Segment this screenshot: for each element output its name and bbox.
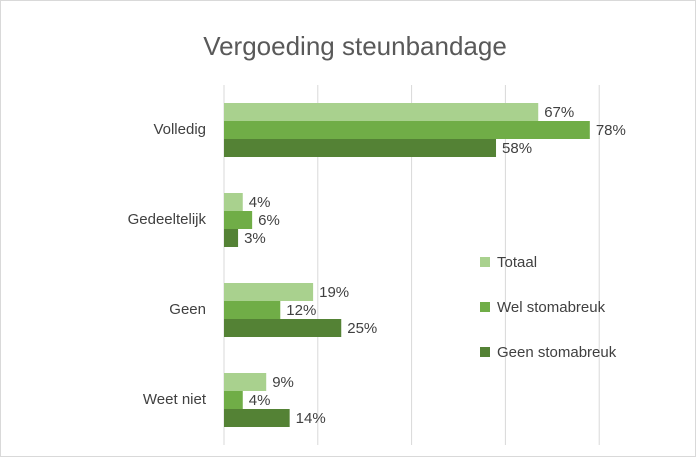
value-label: 6% (258, 212, 280, 229)
bar (224, 121, 590, 139)
value-label: 4% (249, 392, 271, 409)
bar (224, 139, 497, 157)
value-label: 9% (272, 374, 294, 391)
value-label: 67% (544, 104, 574, 121)
value-label: 12% (286, 302, 316, 319)
value-label: 25% (347, 320, 377, 337)
bar (224, 391, 243, 409)
value-label: 19% (319, 284, 349, 301)
value-label: 58% (502, 140, 532, 157)
legend-label: Wel stomabreuk (497, 299, 606, 316)
bar (224, 193, 243, 211)
bar (224, 373, 267, 391)
value-label: 3% (244, 230, 266, 247)
bar (224, 409, 290, 427)
y-tick-label: Geen (169, 301, 206, 318)
chart-title: Vergoeding steunbandage (203, 31, 507, 61)
legend-swatch (480, 347, 490, 357)
bar (224, 301, 281, 319)
bar (224, 319, 342, 337)
legend-swatch (480, 302, 490, 312)
y-tick-label: Gedeeltelijk (128, 211, 207, 228)
value-label: 78% (596, 122, 626, 139)
y-tick-label: Volledig (153, 121, 206, 138)
value-label: 4% (249, 194, 271, 211)
bar (224, 283, 314, 301)
bar (224, 103, 539, 121)
bar (224, 229, 239, 247)
y-tick-label: Weet niet (143, 391, 207, 408)
legend-label: Geen stomabreuk (497, 344, 617, 361)
legend-label: Totaal (497, 254, 537, 271)
value-label: 14% (296, 410, 326, 427)
bar (224, 211, 253, 229)
legend-swatch (480, 257, 490, 267)
